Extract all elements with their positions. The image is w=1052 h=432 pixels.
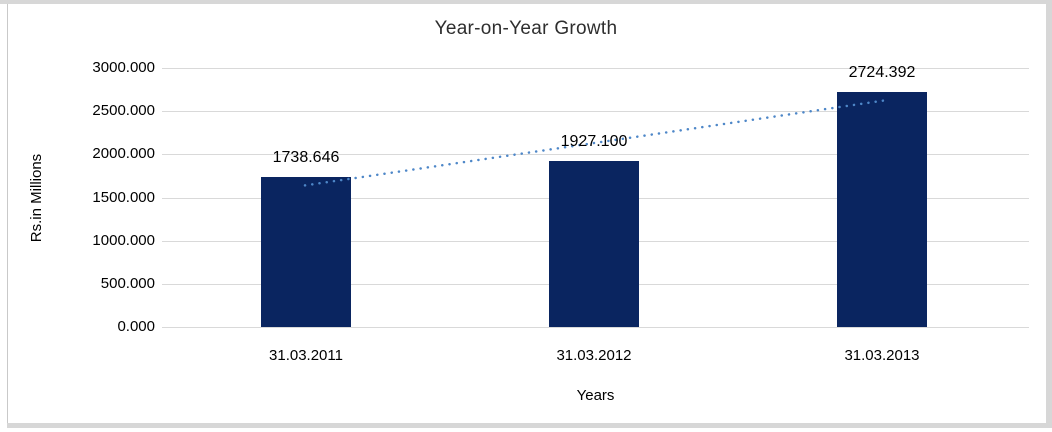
y-tick-label: 0.000	[117, 318, 155, 335]
data-label: 1927.100	[560, 133, 628, 150]
x-axis-title: Years	[576, 387, 615, 404]
gridline	[162, 327, 1029, 328]
bar-31.03.2013	[837, 92, 927, 327]
y-tick-label: 3000.000	[92, 59, 155, 76]
y-tick-label: 500.000	[100, 274, 155, 292]
data-label: 1738.646	[272, 149, 340, 166]
y-tick-label: 2000.000	[92, 145, 155, 163]
y-tick-label: 1000.000	[92, 231, 155, 249]
x-tick-label: 31.03.2013	[844, 347, 920, 364]
x-tick-label: 31.03.2012	[556, 347, 632, 364]
data-label: 2724.392	[848, 64, 916, 81]
y-tick-label: 1500.000	[92, 188, 155, 206]
chart-border-top	[0, 0, 1052, 4]
bar-31.03.2011	[261, 177, 351, 327]
gridline	[162, 68, 1029, 69]
chart-border-right	[1046, 0, 1052, 428]
y-tick-label: 2500.000	[92, 102, 155, 120]
chart-title: Year-on-Year Growth	[434, 18, 618, 39]
chart-border-bottom	[7, 423, 1046, 428]
x-tick-label: 31.03.2011	[269, 347, 343, 364]
bar-31.03.2012	[549, 161, 639, 327]
y-axis-title: Rs.in Millions	[28, 153, 45, 243]
chart-border-left	[7, 4, 8, 423]
